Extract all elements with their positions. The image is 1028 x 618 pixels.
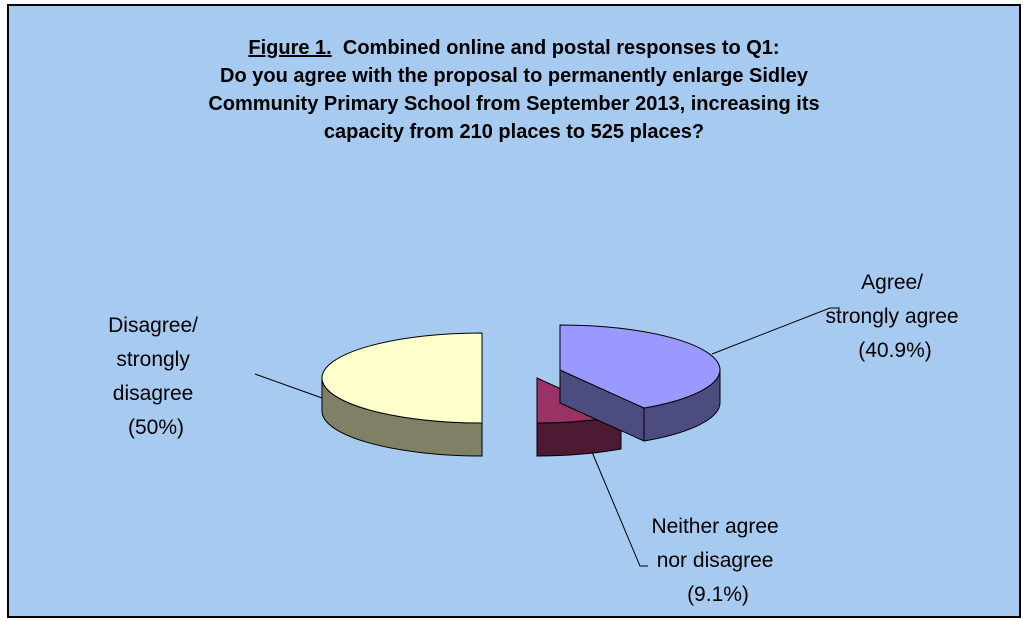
leader-line-agree — [711, 307, 840, 355]
label-disagree-line-3: disagree — [113, 382, 194, 405]
slice-disagree — [321, 332, 483, 457]
leader-line-disagree — [254, 373, 323, 399]
label-agree-line-1: Agree/ — [861, 271, 923, 294]
label-disagree: Disagree/ strongly disagree (50%) — [108, 314, 204, 439]
label-neither-line-2: nor disagree — [657, 549, 774, 572]
label-disagree-line-1: Disagree/ — [108, 314, 198, 337]
label-disagree-line-4: (50%) — [128, 416, 184, 439]
slice-disagree-top — [321, 332, 483, 424]
leader-line-neither — [591, 451, 648, 567]
label-neither-line-1: Neither agree — [651, 515, 778, 538]
label-neither-line-3: (9.1%) — [687, 583, 749, 606]
label-disagree-line-2: strongly — [116, 348, 190, 371]
slice-agree — [559, 324, 721, 442]
chart-title: Figure 1. Combined online and postal res… — [9, 34, 1019, 146]
label-agree-line-3: (40.9%) — [858, 339, 932, 362]
title-line-3: Community Primary School from September … — [208, 93, 820, 115]
label-agree: Agree/ strongly agree (40.9%) — [826, 271, 965, 362]
title-line-1-text: Combined online and postal responses to … — [342, 37, 780, 59]
title-line-2: Do you agree with the proposal to perman… — [220, 65, 808, 87]
title-prefix: Figure 1. — [248, 37, 332, 59]
label-neither: Neither agree nor disagree (9.1%) — [651, 515, 784, 606]
title-line-1: Figure 1. Combined online and postal res… — [9, 34, 1019, 62]
label-agree-line-2: strongly agree — [826, 305, 959, 328]
title-line-4: capacity from 210 places to 525 places? — [323, 121, 705, 143]
slice-agree-top — [559, 324, 721, 409]
chart-area: Figure 1. Combined online and postal res… — [7, 4, 1021, 618]
